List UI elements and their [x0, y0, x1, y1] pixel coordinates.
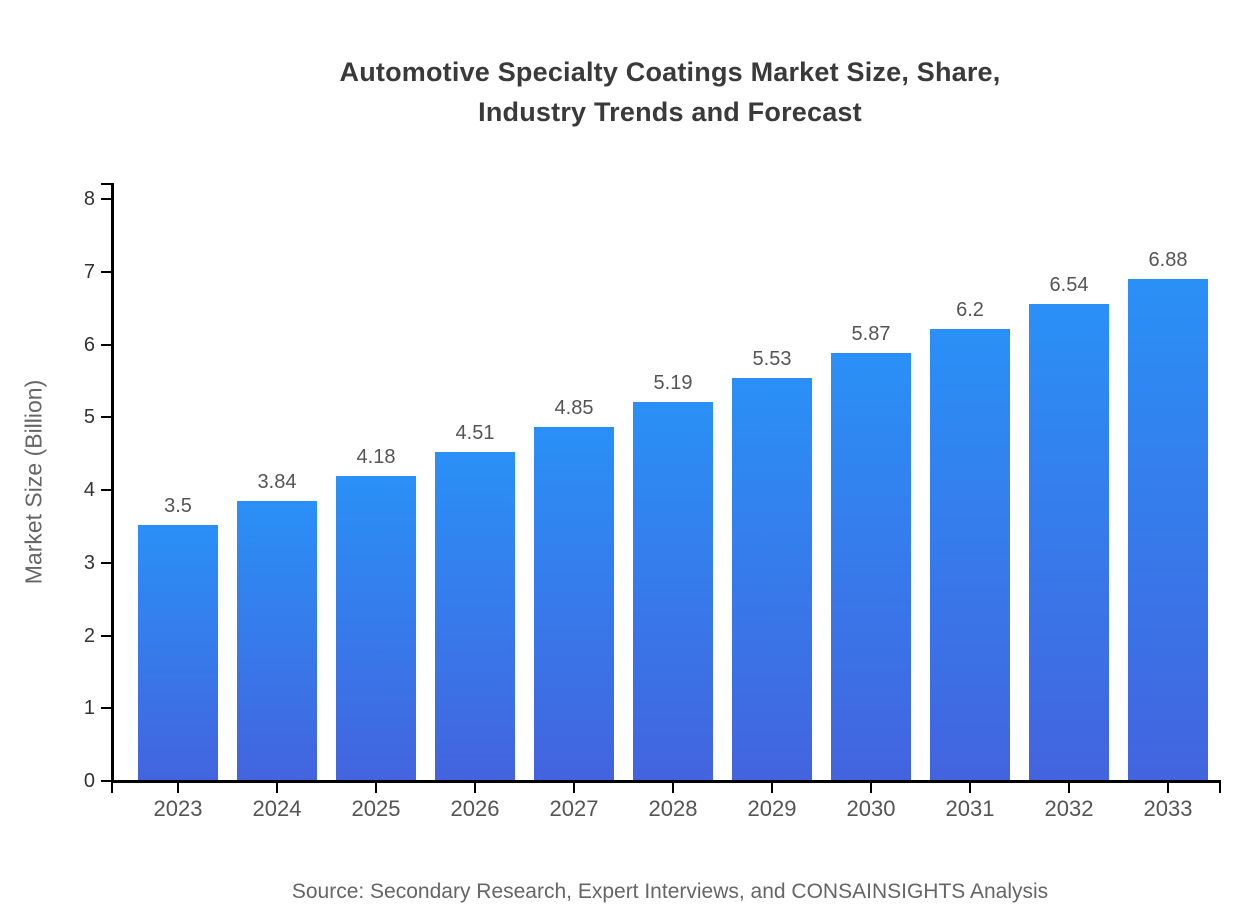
- bar-2029: [732, 378, 812, 780]
- x-tick-label: 2025: [351, 796, 401, 821]
- chart-title-line2: Industry Trends and Forecast: [478, 97, 862, 127]
- x-tick-label: 2031: [945, 796, 995, 821]
- bar-2025: [336, 476, 416, 780]
- y-tick-mark: [101, 344, 111, 346]
- x-tick-label: 2024: [252, 796, 302, 821]
- bar-2027: [534, 427, 614, 780]
- chart-title-line1: Automotive Specialty Coatings Market Siz…: [339, 57, 1001, 87]
- x-tick-label: 2027: [549, 796, 599, 821]
- y-tick-label: 3: [83, 552, 95, 574]
- bar-value-label: 5.53: [752, 348, 792, 370]
- x-tick-mark: [375, 783, 377, 793]
- x-tick-label: 2030: [846, 796, 896, 821]
- bar-2030: [831, 353, 911, 780]
- y-tick-mark: [101, 198, 111, 200]
- x-tick-mark: [672, 783, 674, 793]
- x-axis-line: [111, 780, 1221, 783]
- y-tick-label: 5: [83, 406, 95, 428]
- y-tick-label: 4: [83, 479, 95, 501]
- bar-2026: [435, 452, 515, 780]
- x-tick-mark: [870, 783, 872, 793]
- y-axis-line: [111, 183, 114, 783]
- y-tick-mark: [101, 271, 111, 273]
- y-tick-label: 2: [83, 625, 95, 647]
- y-tick-mark: [101, 635, 111, 637]
- bar-value-label: 5.19: [653, 372, 693, 394]
- x-tick-mark: [474, 783, 476, 793]
- bar-value-label: 6.2: [956, 299, 984, 321]
- bar-value-label: 4.51: [455, 422, 495, 444]
- bar-value-label: 6.88: [1148, 249, 1188, 271]
- y-tick-label: 7: [83, 261, 95, 283]
- x-tick-mark: [1167, 783, 1169, 793]
- bar-value-label: 4.85: [554, 397, 594, 419]
- bar-2033: [1128, 279, 1208, 780]
- bar-2031: [930, 329, 1010, 780]
- x-tick-mark: [177, 783, 179, 793]
- x-tick-mark: [276, 783, 278, 793]
- x-tick-label: 2032: [1044, 796, 1094, 821]
- chart-title: Automotive Specialty Coatings Market Siz…: [80, 52, 1260, 132]
- bar-value-label: 3.84: [257, 471, 297, 493]
- x-tick-label: 2023: [153, 796, 203, 821]
- x-axis-origin-tick: [111, 783, 113, 793]
- y-axis-endcap-tick: [101, 183, 111, 185]
- source-note: Source: Secondary Research, Expert Inter…: [291, 880, 1049, 903]
- bar-value-label: 3.5: [164, 495, 192, 517]
- y-tick-label: 1: [83, 697, 95, 719]
- x-tick-mark: [573, 783, 575, 793]
- y-tick-label: 6: [83, 334, 95, 356]
- bar-2028: [633, 402, 713, 780]
- bar-value-label: 5.87: [851, 323, 891, 345]
- bar-2024: [237, 501, 317, 780]
- y-tick-label: 8: [83, 188, 95, 210]
- x-tick-mark: [771, 783, 773, 793]
- y-tick-mark: [101, 489, 111, 491]
- y-tick-mark: [101, 780, 111, 782]
- y-tick-mark: [101, 707, 111, 709]
- x-tick-label: 2028: [648, 796, 698, 821]
- y-tick-mark: [101, 562, 111, 564]
- y-tick-mark: [101, 416, 111, 418]
- x-tick-label: 2029: [747, 796, 797, 821]
- x-tick-mark: [969, 783, 971, 793]
- x-tick-label: 2026: [450, 796, 500, 821]
- y-tick-label: 0: [83, 770, 95, 792]
- bar-value-label: 6.54: [1049, 274, 1089, 296]
- x-tick-mark: [1068, 783, 1070, 793]
- bar-2032: [1029, 304, 1109, 780]
- x-axis-endcap-tick: [1219, 783, 1221, 793]
- bar-value-label: 4.18: [356, 446, 396, 468]
- bar-2023: [138, 525, 218, 780]
- x-tick-label: 2033: [1143, 796, 1193, 821]
